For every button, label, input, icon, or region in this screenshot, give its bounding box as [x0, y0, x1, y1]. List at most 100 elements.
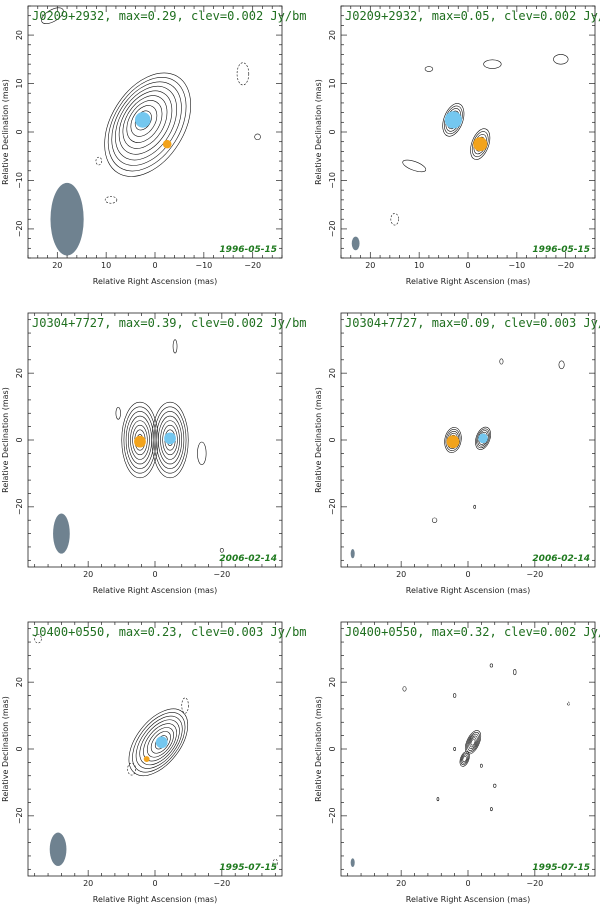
observation-date: 1996-05-15 — [219, 245, 277, 255]
contour-island — [558, 360, 565, 370]
contour-level — [459, 751, 470, 767]
contour-island — [254, 133, 261, 141]
x-tick-label: −20 — [526, 879, 543, 888]
contour-island — [436, 797, 440, 802]
contour-level — [444, 427, 462, 453]
model-component — [446, 435, 460, 449]
x-tick-label: 20 — [83, 570, 93, 579]
x-tick-label: −20 — [213, 570, 230, 579]
model-component — [478, 433, 488, 444]
contour-level — [126, 100, 163, 143]
y-tick-label: −10 — [328, 172, 337, 189]
x-axis-label: Relative Right Ascension (mas) — [406, 895, 530, 904]
x-tick-label: −20 — [526, 570, 543, 579]
y-tick-label: 0 — [328, 437, 337, 442]
observation-date: 2006-02-14 — [532, 554, 590, 564]
x-tick-label: 0 — [465, 570, 470, 579]
contour-level — [107, 77, 187, 172]
x-tick-label: −10 — [195, 261, 212, 270]
negative-contour — [127, 762, 136, 776]
contour-island — [424, 66, 434, 72]
panel-4: 20 0 −20 20 0 −20 Relative Right Ascension (ma… — [314, 312, 600, 595]
contour-island — [499, 358, 504, 365]
plot-area — [350, 358, 565, 559]
contour-island — [480, 763, 483, 768]
x-tick-label: 20 — [83, 879, 93, 888]
contour-level — [475, 426, 491, 450]
beam-ellipse — [53, 513, 70, 554]
x-axis-label: Relative Right Ascension (mas) — [93, 277, 217, 286]
y-axis-label: Relative Declination (mas) — [314, 387, 323, 493]
contour-island — [172, 339, 178, 354]
y-tick-label: 20 — [15, 30, 24, 40]
contour-level — [464, 730, 482, 755]
contour-level — [122, 95, 168, 149]
contour-level — [139, 719, 180, 766]
x-tick-label: 0 — [152, 879, 157, 888]
x-axis-label: Relative Right Ascension (mas) — [406, 277, 530, 286]
x-tick-label: −20 — [244, 261, 261, 270]
contour-level — [130, 420, 150, 460]
y-axis-label: Relative Declination (mas) — [314, 79, 323, 185]
panel-5: 20 0 −20 20 0 −20 Relative Right Ascension (ma… — [1, 621, 307, 904]
panel-title: J0209+2932, max=0.29, clev=0.002 Jy/bm — [32, 9, 307, 23]
contour-island — [431, 517, 438, 523]
beam-ellipse — [50, 182, 84, 256]
y-tick-label: 20 — [15, 677, 24, 687]
model-component — [473, 137, 488, 152]
x-tick-label: −20 — [213, 879, 230, 888]
contour-level — [469, 737, 477, 748]
negative-contour — [272, 858, 278, 867]
panel-title: J0209+2932, max=0.05, clev=0.002 Jy/bm — [345, 9, 600, 23]
observation-date: 1995-07-15 — [219, 863, 277, 873]
plot-frame — [27, 621, 283, 877]
contour-island — [197, 441, 207, 466]
contour-island — [219, 547, 224, 553]
contour-level — [460, 752, 469, 766]
contour-island — [453, 747, 456, 751]
x-tick-label: 0 — [152, 261, 157, 270]
plot-frame — [340, 5, 596, 259]
y-tick-label: −20 — [328, 807, 337, 824]
contour-level — [132, 712, 186, 773]
contour-level — [111, 81, 182, 166]
y-axis-label: Relative Declination (mas) — [1, 79, 10, 185]
negative-contour — [566, 701, 570, 707]
contour-island — [402, 159, 427, 173]
contour-level — [135, 715, 183, 769]
y-tick-label: 10 — [328, 78, 337, 88]
y-tick-label: 20 — [328, 368, 337, 378]
negative-contour — [104, 196, 118, 204]
y-tick-label: −20 — [328, 498, 337, 515]
x-tick-label: 20 — [52, 261, 62, 270]
contour-level — [470, 739, 476, 746]
model-component — [143, 756, 150, 762]
contour-island — [473, 504, 476, 509]
y-tick-label: −10 — [15, 172, 24, 189]
y-tick-label: 0 — [328, 746, 337, 751]
y-tick-label: −20 — [328, 220, 337, 237]
model-component — [444, 111, 462, 129]
x-axis-label: Relative Right Ascension (mas) — [93, 586, 217, 595]
x-axis-label: Relative Right Ascension (mas) — [93, 895, 217, 904]
y-tick-label: 0 — [15, 746, 24, 751]
panel-title: J0304+7727, max=0.39, clev=0.002 Jy/bm — [32, 316, 307, 330]
x-tick-label: −20 — [557, 261, 574, 270]
contour-level — [151, 401, 189, 479]
plot-area — [34, 634, 278, 867]
contour-level — [470, 128, 491, 160]
panel-title: J0400+0550, max=0.32, clev=0.002 Jy/bm — [345, 625, 600, 639]
contour-level — [150, 731, 171, 754]
y-tick-label: −20 — [15, 220, 24, 237]
x-axis-label: Relative Right Ascension (mas) — [406, 586, 530, 595]
y-axis-label: Relative Declination (mas) — [1, 387, 10, 493]
contour-level — [118, 90, 173, 155]
beam-ellipse — [350, 858, 355, 867]
contour-level — [130, 105, 158, 137]
model-component — [155, 736, 168, 749]
negative-contour — [236, 62, 250, 86]
contour-island — [490, 807, 493, 812]
y-tick-label: 0 — [328, 129, 337, 134]
contour-level — [132, 424, 148, 456]
